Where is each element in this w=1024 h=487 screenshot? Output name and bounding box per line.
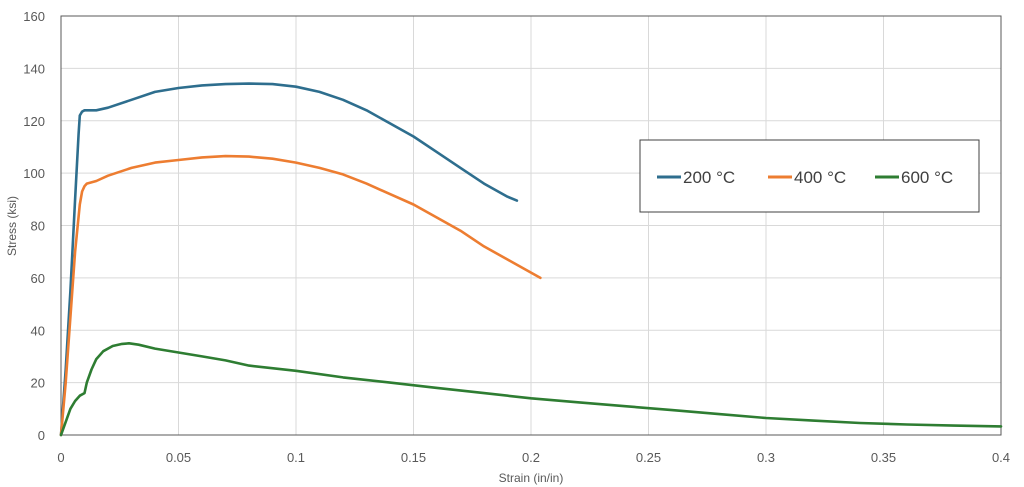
series-line-2: [59, 154, 542, 437]
y-tick-label: 120: [23, 114, 45, 129]
y-tick-label: 60: [31, 271, 45, 286]
y-tick-label: 160: [23, 9, 45, 24]
legend-items: 200 °C 400 °C 600 °C: [657, 168, 953, 187]
y-tick-label: 0: [38, 428, 45, 443]
x-tick-label: 0.15: [401, 450, 426, 465]
series-lines: [59, 82, 1003, 437]
y-tick-label: 100: [23, 166, 45, 181]
y-tick-label: 20: [31, 376, 45, 391]
gridlines: [60, 15, 1002, 436]
legend-label-1: 200 °C: [683, 168, 735, 187]
series-line-3: [59, 342, 1003, 437]
series-line-1: [59, 82, 519, 437]
x-tick-label: 0.05: [166, 450, 191, 465]
x-tick-label: 0.1: [287, 450, 305, 465]
x-tick-labels: 0 0.05 0.1 0.15 0.2 0.25 0.3 0.35 0.4: [57, 450, 1010, 465]
legend-label-2: 400 °C: [794, 168, 846, 187]
y-tick-label: 80: [31, 219, 45, 234]
x-tick-label: 0.4: [992, 450, 1010, 465]
x-axis-title: Strain (in/in): [499, 471, 564, 485]
x-tick-label: 0.25: [636, 450, 661, 465]
legend-label-3: 600 °C: [901, 168, 953, 187]
x-tick-label: 0.2: [522, 450, 540, 465]
plot-area-border: [60, 15, 1002, 436]
x-tick-label: 0.3: [757, 450, 775, 465]
x-tick-label: 0: [57, 450, 64, 465]
legend: 200 °C 400 °C 600 °C: [639, 139, 980, 213]
y-axis-title: Stress (ksi): [5, 196, 19, 256]
y-tick-labels: 0 20 40 60 80 100 120 140 160: [23, 9, 45, 443]
y-tick-label: 40: [31, 323, 45, 338]
x-tick-label: 0.35: [871, 450, 896, 465]
y-tick-label: 140: [23, 61, 45, 76]
legend-box: [639, 139, 980, 213]
